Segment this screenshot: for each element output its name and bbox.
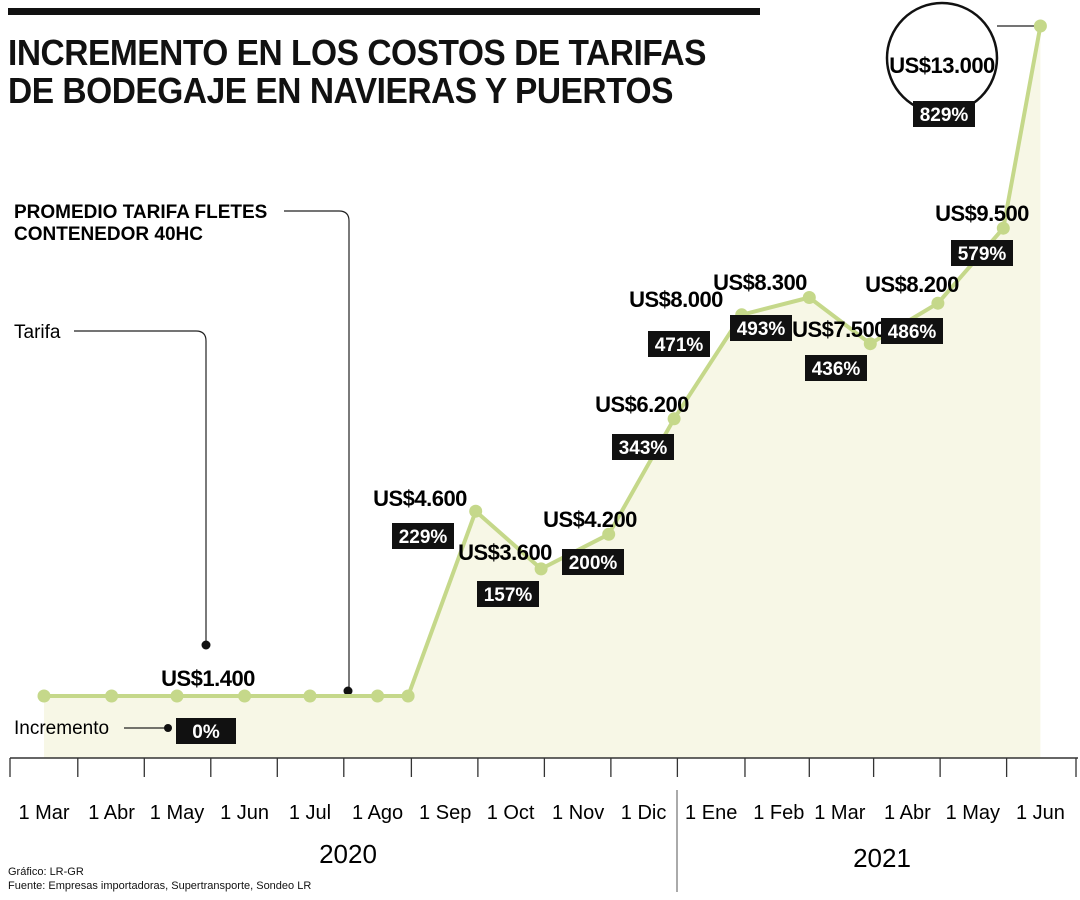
pct-label: 343% — [619, 438, 668, 459]
footer-source: Fuente: Empresas importadoras, Supertran… — [8, 880, 312, 892]
value-label: US$7.500 — [792, 317, 886, 342]
leader-fletes — [284, 210, 350, 691]
data-point — [931, 296, 945, 310]
pct-label: 471% — [655, 335, 704, 356]
pct-label: 229% — [399, 527, 448, 548]
year-label-2020: 2020 — [319, 839, 377, 869]
area-fill — [44, 26, 1041, 758]
data-point — [667, 412, 681, 426]
pct-label: 579% — [958, 244, 1007, 265]
year-label-2021: 2021 — [853, 843, 911, 873]
value-label: US$3.600 — [458, 540, 552, 565]
pct-label-bg — [612, 434, 674, 460]
value-label: US$1.400 — [161, 666, 255, 691]
pct-label-bg — [392, 523, 454, 549]
pct-label: 493% — [737, 319, 786, 340]
x-tick-label: 1 Mar — [814, 802, 865, 824]
pct-label-bg — [648, 331, 710, 357]
title-bar — [8, 8, 760, 15]
value-label: US$8.000 — [629, 287, 723, 312]
x-tick-label: 1 Oct — [487, 802, 535, 824]
data-point — [1033, 19, 1047, 33]
x-tick-label: 1 Abr — [88, 802, 135, 824]
x-tick-label: 1 Mar — [18, 802, 69, 824]
pct-label: 436% — [812, 359, 861, 380]
leader-tarifa — [74, 330, 207, 645]
annotation-tarifa: Tarifa — [14, 322, 61, 343]
value-label: US$4.200 — [543, 507, 637, 532]
value-label: US$8.200 — [865, 272, 959, 297]
value-label: US$13.000 — [889, 53, 995, 78]
annotation-incremento: Incremento — [14, 718, 109, 739]
data-point — [469, 504, 483, 518]
x-tick-label: 1 May — [150, 802, 204, 824]
data-point — [602, 527, 616, 541]
value-label: US$4.600 — [373, 486, 467, 511]
pct-label-bg — [730, 315, 792, 341]
data-point — [238, 689, 252, 703]
leader-incremento-dot — [164, 724, 172, 732]
x-tick-label: 1 Feb — [753, 802, 804, 824]
x-tick-label: 1 Abr — [884, 802, 931, 824]
x-tick-label: 1 Ene — [685, 802, 737, 824]
leader-fletes-dot — [343, 686, 353, 696]
annotation-fletes-line1: PROMEDIO TARIFA FLETES — [14, 202, 267, 223]
data-point — [534, 562, 548, 576]
pct-label: 486% — [888, 322, 937, 343]
pct-label-bg — [176, 718, 236, 744]
data-point — [37, 689, 51, 703]
pct-label: 0% — [192, 722, 220, 743]
pct-label-bg — [951, 240, 1013, 266]
pct-label: 200% — [569, 553, 618, 574]
value-label: US$6.200 — [595, 392, 689, 417]
data-point — [802, 291, 816, 304]
x-tick-label: 1 Dic — [621, 802, 667, 824]
x-tick-label: 1 May — [946, 802, 1000, 824]
pct-label-bg — [913, 101, 975, 127]
pct-label-bg — [881, 318, 943, 344]
data-point — [863, 337, 877, 351]
data-point — [303, 689, 317, 703]
x-tick-label: 1 Nov — [552, 802, 604, 824]
data-point — [996, 221, 1010, 235]
chart-title: INCREMENTO EN LOS COSTOS DE TARIFAS DE B… — [8, 32, 707, 111]
x-tick-label: 1 Jun — [1016, 802, 1065, 824]
footer-credit: Gráfico: LR-GR — [8, 866, 84, 878]
leader-tarifa-dot — [201, 640, 211, 650]
x-tick-label: 1 Jun — [220, 802, 269, 824]
pct-label-bg — [477, 581, 539, 607]
pct-label-bg — [562, 549, 624, 575]
data-point — [371, 689, 385, 703]
pct-label: 829% — [920, 105, 969, 126]
data-point — [170, 689, 184, 703]
pct-label: 157% — [484, 585, 533, 606]
value-label: US$8.300 — [713, 270, 807, 295]
data-point — [401, 689, 415, 703]
data-point — [105, 689, 119, 703]
x-tick-label: 1 Jul — [289, 802, 331, 824]
x-tick-label: 1 Ago — [352, 802, 403, 824]
pct-label-bg — [805, 355, 867, 381]
value-label: US$9.500 — [935, 201, 1029, 226]
annotation-fletes-line2: CONTENEDOR 40HC — [14, 224, 203, 245]
x-tick-label: 1 Sep — [419, 802, 471, 824]
